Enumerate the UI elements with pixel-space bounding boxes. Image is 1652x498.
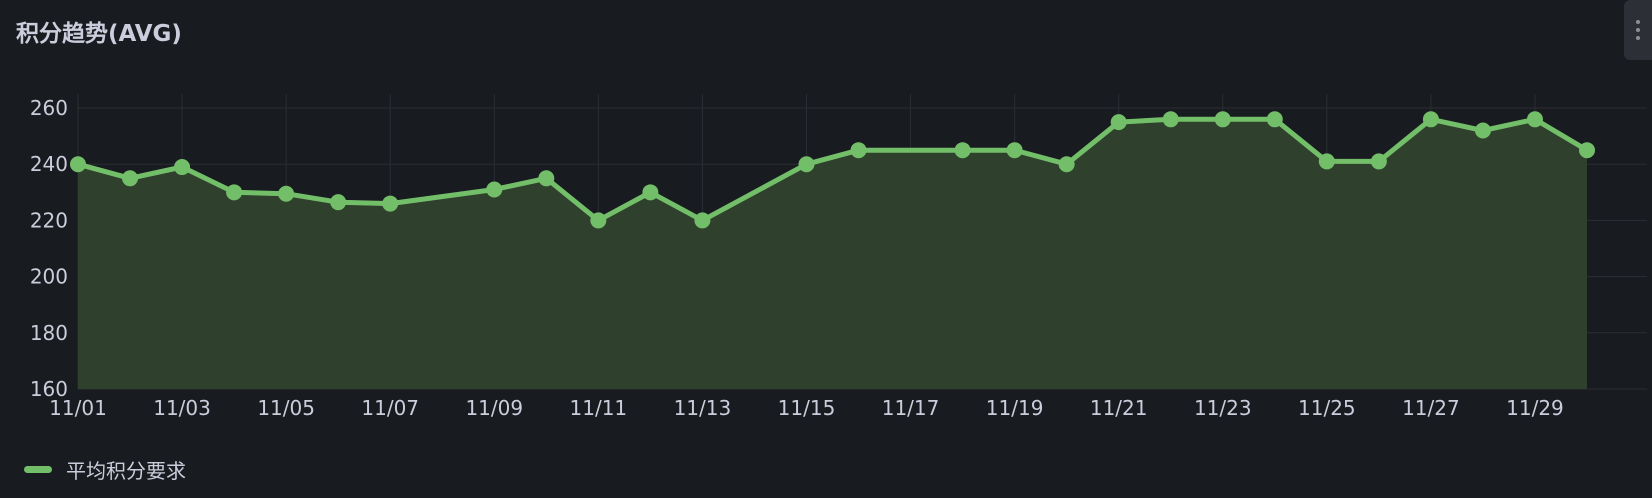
data-point [1474,122,1491,139]
data-point [278,185,295,202]
panel-menu-handle[interactable] [1624,0,1652,60]
legend-swatch [24,466,52,473]
x-tick-label: 11/27 [1402,396,1460,420]
data-point [798,156,815,173]
data-point [642,184,659,201]
x-tick-label: 11/17 [882,396,940,420]
data-point [850,142,867,159]
legend[interactable]: 平均积分要求 [24,455,186,484]
x-tick-label: 11/11 [570,396,628,420]
data-point [590,212,607,229]
data-point [694,212,711,229]
x-tick-label: 11/25 [1298,396,1356,420]
data-point [1370,153,1387,170]
y-tick-label: 200 [30,265,68,289]
data-point [954,142,971,159]
data-point [1006,142,1023,159]
data-point [1162,111,1179,128]
data-point [70,156,86,173]
x-tick-label: 11/07 [361,396,419,420]
data-point [486,181,503,198]
x-tick-label: 11/21 [1090,396,1148,420]
x-tick-label: 11/19 [986,396,1044,420]
panel-title: 积分趋势(AVG) [16,21,182,47]
data-point [1526,111,1543,128]
legend-label: 平均积分要求 [66,459,186,483]
data-point [1318,153,1335,170]
data-point [1579,142,1595,159]
data-point [1422,111,1439,128]
x-tick-label: 11/01 [49,396,107,420]
x-tick-label: 11/05 [257,396,315,420]
x-tick-label: 11/03 [153,396,211,420]
x-tick-label: 11/23 [1194,396,1252,420]
series-area [78,119,1587,390]
x-tick-label: 11/13 [674,396,732,420]
y-tick-label: 180 [30,321,68,345]
data-point [330,194,347,211]
y-tick-label: 260 [30,96,68,120]
y-tick-label: 220 [30,208,68,232]
data-point [226,184,243,201]
data-point [122,170,139,187]
x-tick-label: 11/29 [1506,396,1564,420]
x-tick-label: 11/09 [465,396,523,420]
data-point [538,170,555,187]
data-point [1110,114,1127,131]
data-point [1214,111,1231,128]
data-point [1266,111,1283,128]
y-tick-label: 240 [30,152,68,176]
data-point [1058,156,1075,173]
trend-chart: 160 180 200 220 240 260 11/01 11/03 11/05 11/07 11… [30,94,1647,420]
data-point [382,195,399,212]
y-tick-label: 160 [30,377,68,401]
data-point [174,159,191,176]
x-tick-label: 11/15 [778,396,836,420]
